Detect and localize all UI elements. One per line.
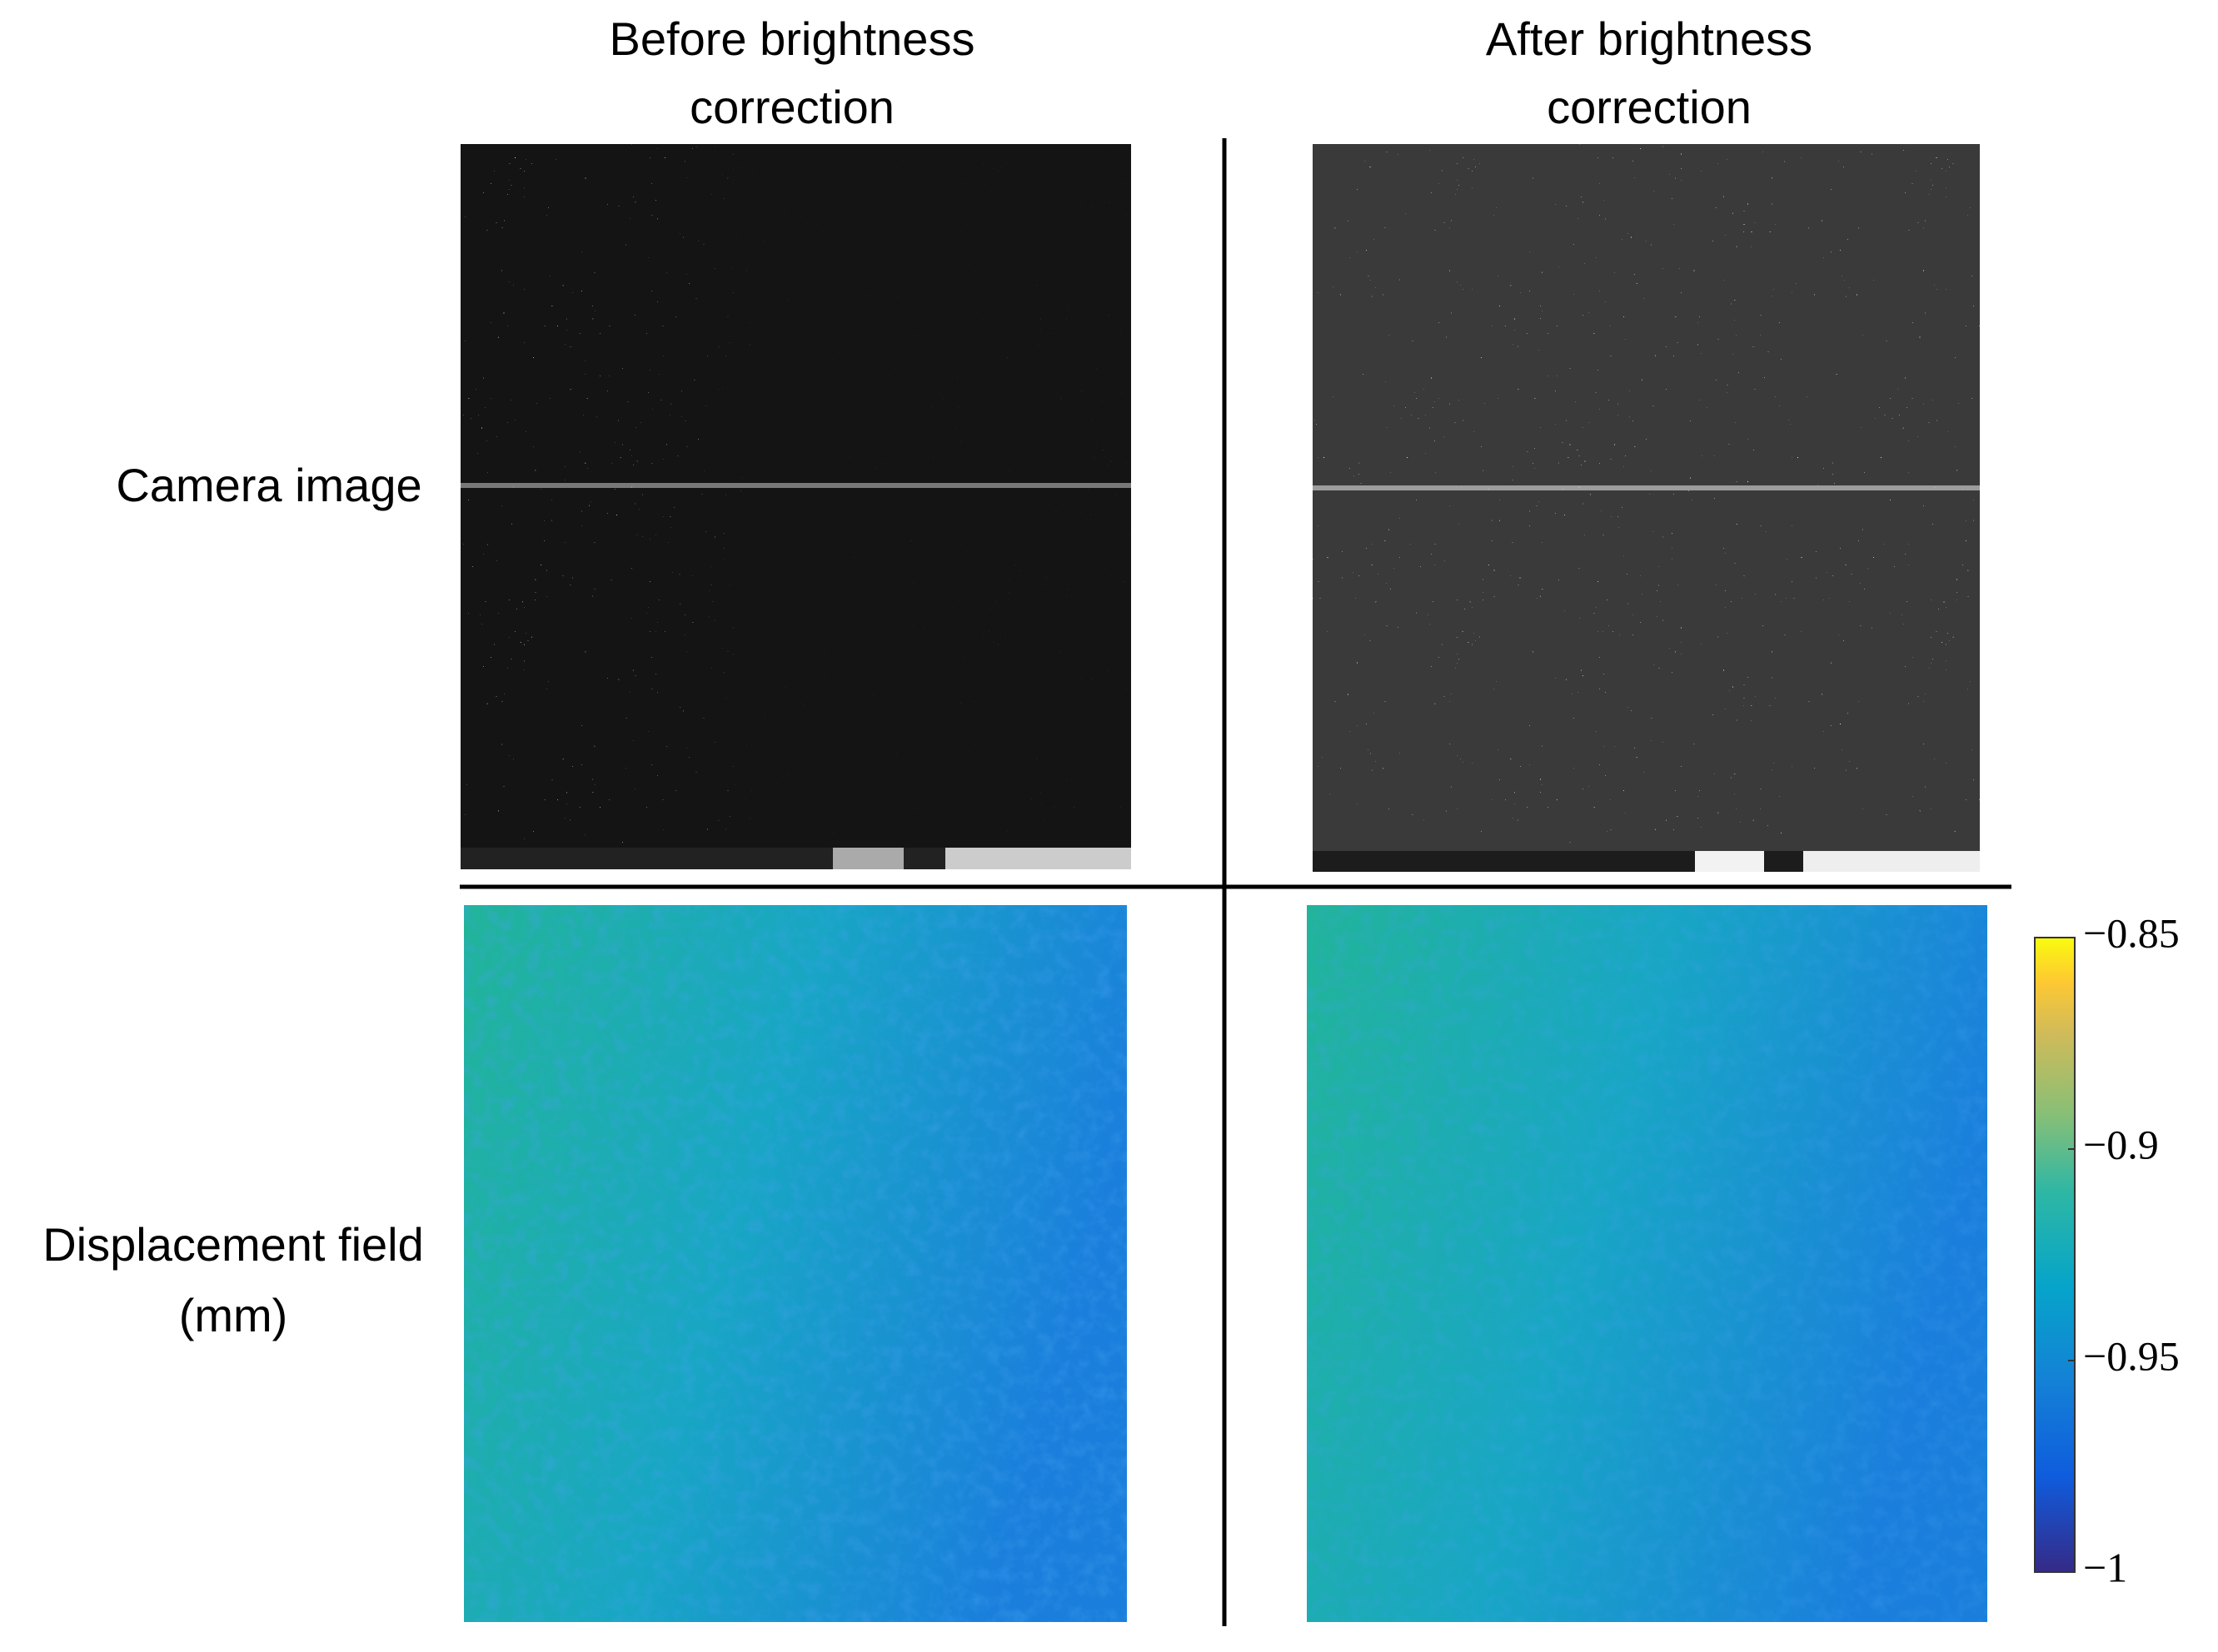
row-label: (mm) xyxy=(179,1289,288,1341)
column-title: Before brightness xyxy=(610,12,975,65)
column-title: correction xyxy=(690,81,895,133)
colorbar xyxy=(2034,937,2076,1573)
displacement-field-after xyxy=(1307,905,1987,1622)
row-label: Camera image xyxy=(116,459,421,511)
camera-image-after xyxy=(1313,144,1980,872)
colorbar-tick-label: −0.85 xyxy=(2083,909,2180,956)
colorbar-tick-label: −0.9 xyxy=(2083,1121,2159,1167)
colorbar-tick-label: −0.95 xyxy=(2083,1332,2180,1379)
column-title: correction xyxy=(1547,81,1752,133)
displacement-field-before xyxy=(464,905,1127,1622)
camera-image-before xyxy=(461,144,1131,869)
row-label: Displacement field xyxy=(42,1218,424,1271)
colorbar-tick-label: −1 xyxy=(2083,1544,2127,1590)
column-title: After brightness xyxy=(1486,12,1812,65)
